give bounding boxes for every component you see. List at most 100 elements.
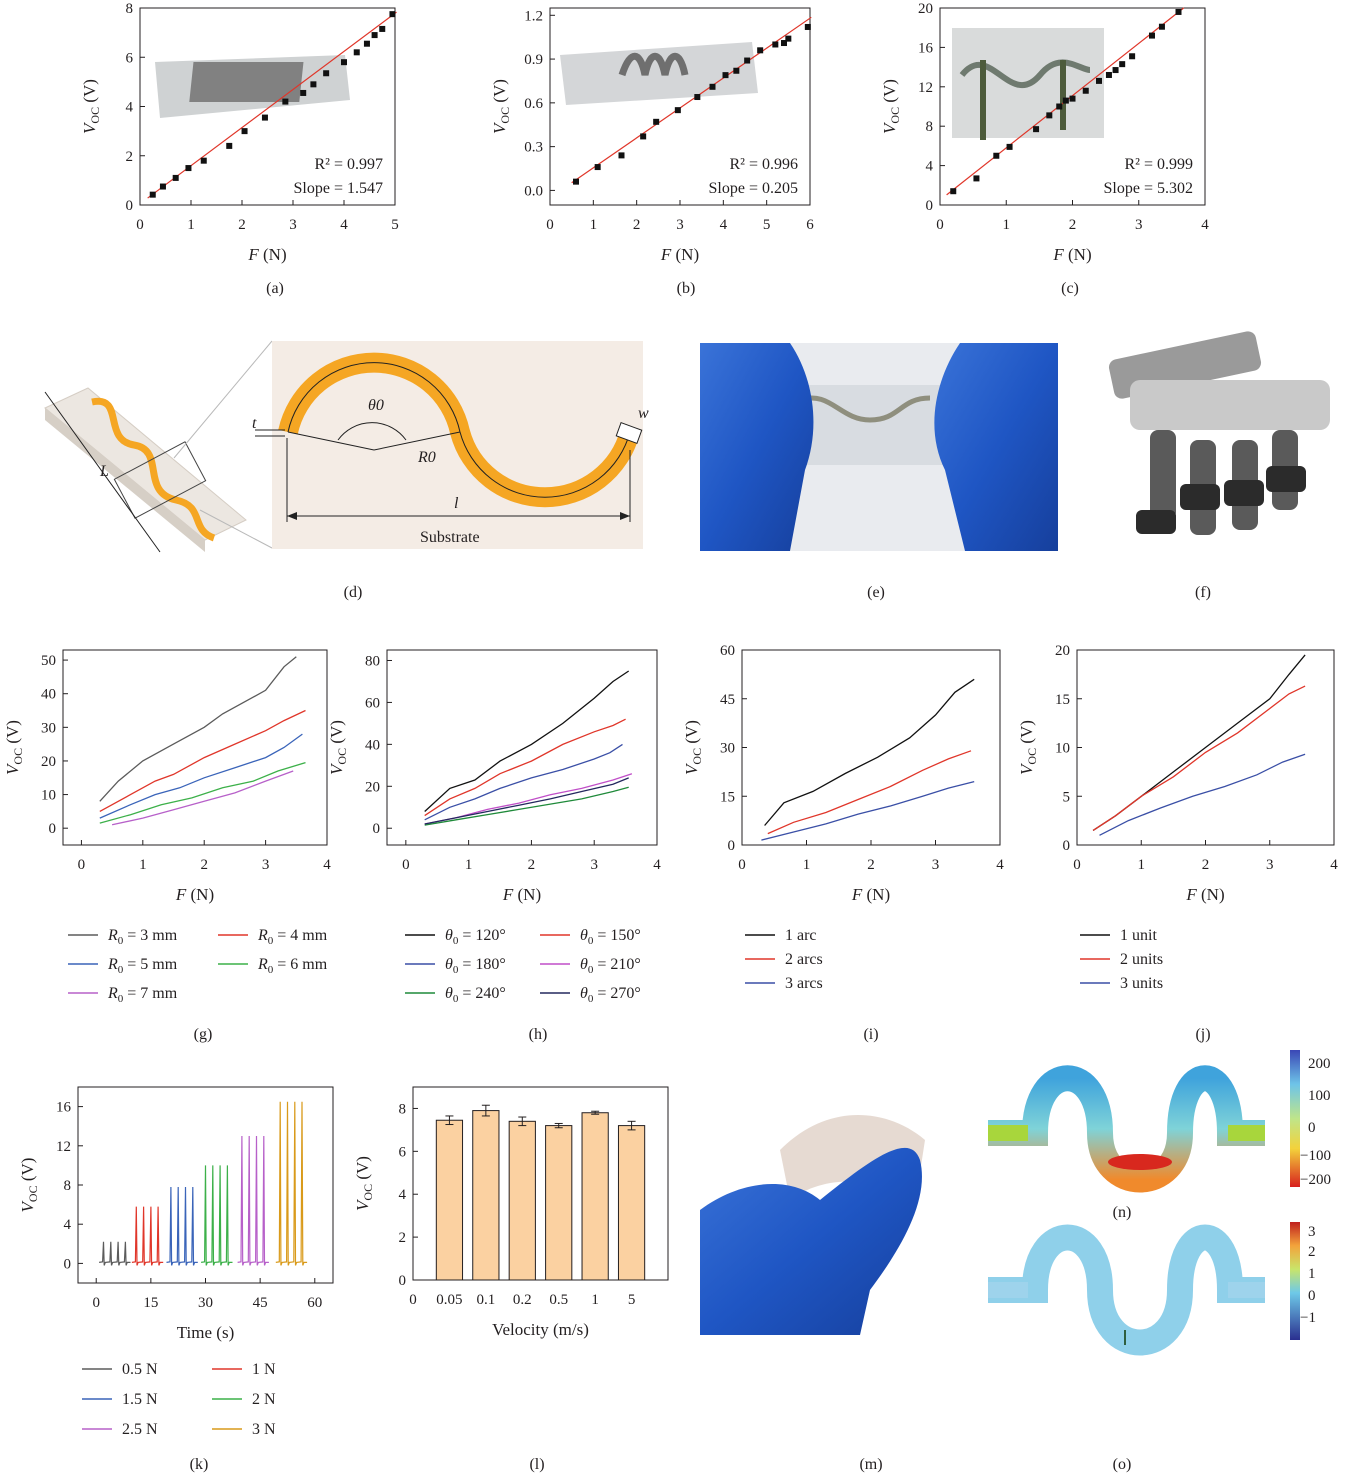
legend-label: 3 N (252, 1421, 276, 1438)
data-point (618, 152, 625, 159)
y-tick-label: 0 (64, 1256, 72, 1272)
data-point (282, 98, 289, 105)
x-tick-label: 4 (653, 857, 661, 873)
chart-i: 0 15 30 45 60 0 1 2 3 4 F (N) VOC (V) 1 arc 2 arcs 3 a… (682, 643, 1004, 992)
data-point (757, 47, 764, 54)
legend-label: 2.5 N (122, 1421, 158, 1438)
chart-a: 0 2 4 6 8 0 1 2 3 4 5 F (N) VOC (V) R² = 0.997 Slope =… (80, 1, 399, 264)
data-point (640, 133, 647, 140)
y-tick-label: 4 (126, 100, 134, 116)
series-line (424, 670, 630, 812)
x-tick-label: 0.05 (436, 1292, 462, 1308)
y-axis-label: VOC (V) (1017, 720, 1039, 775)
y-tick-label: 20 (365, 779, 380, 795)
panel-label: (k) (190, 1456, 209, 1473)
legend-label: 1 arc (785, 927, 817, 944)
data-point (722, 72, 729, 79)
y-tick-label: 20 (918, 1, 933, 17)
chart-l: 0 2 4 6 8 0 0.05 0.1 0.2 0.5 1 5 Velocity (m/s) VOC (… (353, 1086, 669, 1339)
data-point (1149, 32, 1155, 39)
panel-label: (d) (344, 584, 363, 601)
x-tick-label: 0 (936, 217, 944, 233)
x-tick-label: 3 (590, 857, 598, 873)
x-tick-label: 1 (591, 1292, 599, 1308)
y-tick-label: 20 (1055, 643, 1070, 659)
legend-label: θ0 = 240° (445, 985, 506, 1005)
y-tick-label: 20 (41, 754, 56, 770)
x-tick-label: 0.2 (513, 1292, 532, 1308)
inset-photo-c (952, 28, 1104, 140)
y-tick-label: 30 (720, 741, 735, 757)
y-axis-label: VOC (V) (18, 1158, 40, 1213)
x-tick-label: 4 (1201, 217, 1209, 233)
panel-label: (e) (867, 584, 885, 601)
panel-label: (c) (1061, 280, 1079, 297)
panel-labels: (a) (b) (c) (d) (e) (f) (g) (h) (i) (j) … (190, 280, 1211, 1473)
y-tick-label: 0.9 (524, 52, 543, 68)
data-point (973, 175, 980, 182)
legend-label: θ0 = 270° (580, 985, 641, 1005)
series-line (99, 1241, 131, 1266)
data-point (1046, 112, 1053, 119)
y-tick-label: 15 (1055, 692, 1070, 708)
series-line (1092, 685, 1306, 831)
fit-line (571, 16, 812, 184)
y-tick-label: 4 (926, 159, 934, 175)
data-point (694, 94, 701, 101)
series-line (424, 786, 629, 826)
x-tick-label: 3 (676, 217, 684, 233)
y-axis-label: VOC (V) (880, 79, 902, 134)
y-tick-label: 4 (399, 1187, 407, 1203)
legend-label: R0 = 5 mm (107, 956, 178, 976)
panel-n-fem: 200 100 0 −100 −200 (988, 1050, 1331, 1193)
r-squared-annotation: R² = 0.996 (730, 156, 799, 173)
chart-g: 0 10 20 30 40 50 0 1 2 3 4 F (N) VOC (V) R0 = 3 mm R0 … (3, 649, 331, 1005)
y-tick-label: 4 (64, 1217, 72, 1233)
chart-h: 0 20 40 60 80 0 1 2 3 4 F (N) VOC (V) θ0 = 120° θ0 = … (327, 649, 661, 1005)
r-squared-annotation: R² = 0.999 (1125, 156, 1194, 173)
data-point (1175, 8, 1182, 15)
legend-label: 1.5 N (122, 1391, 158, 1408)
plot-frame (412, 1086, 669, 1281)
data-point (573, 178, 579, 185)
plot-frame (386, 649, 658, 846)
colorbar-n-tick: 0 (1308, 1120, 1316, 1136)
data-point (323, 70, 330, 77)
x-tick-label: 0 (402, 857, 410, 873)
y-tick-label: 8 (399, 1101, 407, 1117)
panel-label: (n) (1113, 1204, 1132, 1221)
y-tick-label: 0.3 (524, 140, 543, 156)
panel-f-robot-hand (1108, 331, 1330, 535)
colorbar-n-tick: 200 (1308, 1056, 1331, 1072)
colorbar-o-tick: 3 (1308, 1224, 1316, 1240)
x-axis-label: Time (s) (177, 1323, 234, 1342)
x-tick-label: 4 (340, 217, 348, 233)
series-line (761, 780, 975, 841)
x-tick-label: 30 (198, 1295, 213, 1311)
slope-annotation: Slope = 5.302 (1104, 180, 1193, 197)
y-axis-label: VOC (V) (353, 1156, 375, 1211)
x-tick-label: 0 (92, 1295, 100, 1311)
y-tick-label: 60 (720, 643, 735, 659)
y-tick-label: 0 (1063, 838, 1071, 854)
x-tick-label: 2 (867, 857, 875, 873)
y-tick-label: 40 (41, 687, 56, 703)
series-line (767, 750, 972, 835)
data-point (1082, 87, 1089, 94)
x-tick-label: 1 (590, 217, 598, 233)
colorbar-o-ticks: 3 2 1 0 −1 (1300, 1224, 1316, 1326)
colorbar-o-tick: 2 (1308, 1244, 1316, 1260)
y-tick-label: 40 (365, 737, 380, 753)
x-tick-label: 2 (633, 217, 641, 233)
x-tick-label: 2 (238, 217, 246, 233)
y-tick-label: 8 (926, 119, 934, 135)
y-tick-label: 12 (918, 80, 933, 96)
x-axis-label: F (N) (247, 245, 286, 264)
data-point (261, 114, 268, 121)
legend-label: 3 arcs (785, 975, 823, 992)
y-axis-label: VOC (V) (327, 720, 349, 775)
series-line (424, 718, 626, 817)
x-tick-label: 3 (262, 857, 270, 873)
data-point (1069, 95, 1076, 102)
